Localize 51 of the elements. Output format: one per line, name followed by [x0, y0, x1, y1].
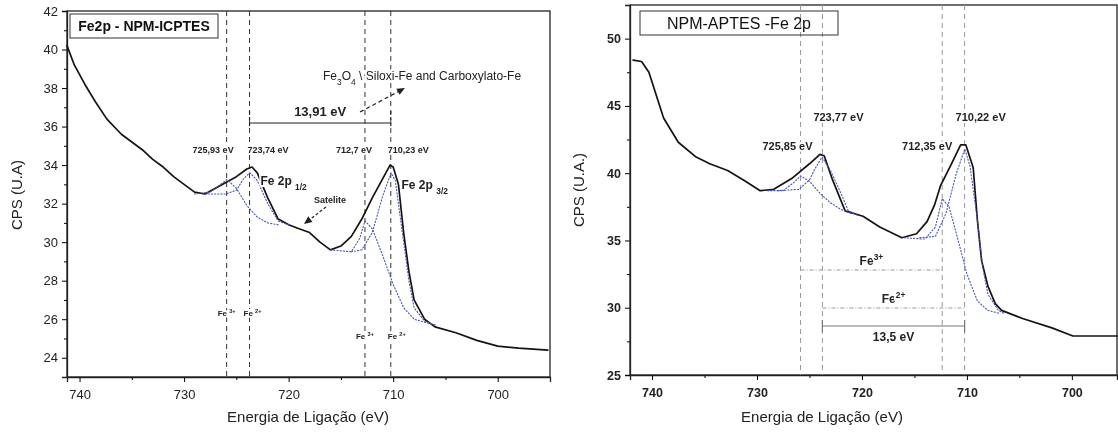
annotation: 13,91 eV	[294, 104, 347, 119]
x-tick-label: 720	[278, 387, 300, 403]
x-tick-label: 730	[173, 387, 196, 403]
text: Fe2p - NPM-ICPTES	[78, 18, 210, 35]
y-tick-label: 24	[43, 350, 58, 366]
annotation: Fe $^{2+}$	[243, 308, 263, 319]
annotation: 710,22 eV	[955, 110, 1007, 123]
x-tick-label: 710	[382, 387, 405, 403]
x-axis-title: Energia de Ligação (eV)	[741, 408, 903, 425]
y-tick-label: 34	[43, 157, 58, 173]
annotation: 723,74 eV	[247, 144, 289, 155]
y-tick-label: 40	[607, 166, 622, 181]
annotation: 725,85 eV	[762, 140, 814, 153]
annotation: Fe $^{3+}$	[217, 308, 237, 319]
y-axis-title: CPS (U.A)	[8, 159, 25, 231]
x-tick-label: 740	[642, 385, 664, 400]
annotation: Fe$^{2+}$	[881, 290, 906, 306]
annotation: 13,5 eV	[872, 330, 915, 344]
annotation: Fe 2p $_{3/2}$	[401, 177, 449, 196]
y-tick-label: 30	[43, 234, 58, 250]
annotation: Fe $^{3+}$	[355, 331, 375, 342]
y-tick-label: 30	[607, 301, 622, 316]
y-tick-label: 35	[607, 233, 622, 248]
y-tick-label: 36	[43, 119, 58, 135]
y-tick-label: 50	[607, 32, 622, 47]
annotation: Fe 2p $_{1/2}$	[260, 173, 308, 192]
y-tick-label: 26	[43, 311, 58, 327]
x-tick-label: 740	[69, 387, 91, 403]
annotation: Fe$_{3}$O$_{4}$ \ Siloxi-Fe and Carboxylato-Fe	[323, 69, 522, 87]
x-tick-label: 700	[1061, 385, 1083, 400]
y-tick-label: 32	[43, 196, 58, 212]
annotation: Fe$^{3+}$	[859, 252, 884, 268]
annotation: 725,93 eV	[192, 144, 234, 155]
y-tick-label: 28	[43, 273, 58, 289]
annotation: 712,35 eV	[902, 140, 953, 153]
x-tick-label: 710	[956, 385, 978, 400]
x-tick-label: 730	[747, 385, 768, 400]
y-axis-title: CPS (U.A.)	[570, 152, 587, 228]
annotation: 723,77 eV	[813, 110, 865, 123]
annotation: Satelite	[313, 195, 347, 205]
text: NPM-APTES -Fe 2p	[666, 14, 812, 32]
y-tick-label: 38	[43, 80, 58, 96]
x-tick-label: 700	[487, 387, 510, 403]
y-tick-label: 25	[607, 368, 622, 383]
y-tick-label: 42	[43, 3, 58, 19]
x-axis-title: Energia de Ligação (eV)	[227, 408, 389, 425]
annotation: 712,7 eV	[335, 144, 372, 155]
y-tick-label: 45	[607, 99, 622, 114]
x-tick-label: 720	[852, 385, 873, 400]
y-tick-label: 40	[43, 42, 58, 58]
annotation: 710,23 eV	[387, 144, 429, 155]
